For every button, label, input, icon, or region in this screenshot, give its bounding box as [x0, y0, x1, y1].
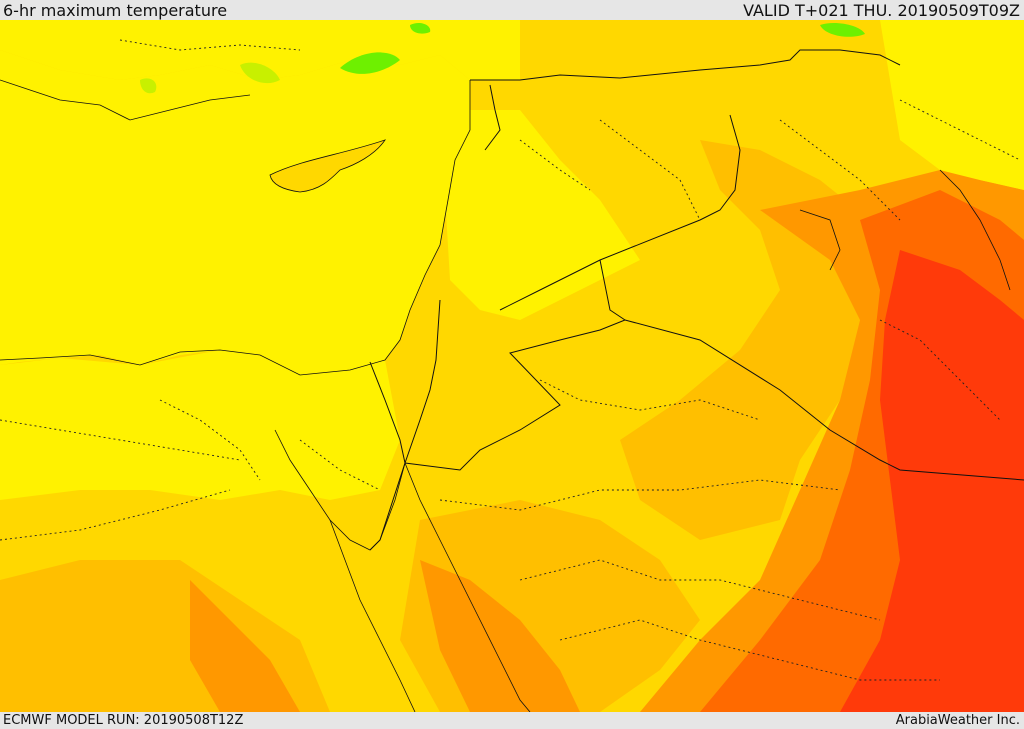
header-bar: 6-hr maximum temperature VALID T+021 THU… [0, 0, 1024, 20]
green-patch-3 [410, 22, 431, 34]
temperature-map[interactable] [0, 20, 1024, 712]
east-red [840, 250, 1024, 712]
green-patch-6 [140, 78, 157, 94]
credit-text: ArabiaWeather Inc. [895, 713, 1020, 728]
cyprus-island [269, 139, 386, 193]
mediterranean-sea [0, 50, 470, 375]
model-run: ECMWF MODEL RUN: 20190508T12Z [3, 713, 244, 728]
green-patch-2 [240, 62, 280, 84]
green-patch-4 [820, 23, 865, 37]
map-canvas [0, 20, 1024, 712]
turkey-coast [0, 20, 520, 80]
footer-bar: ECMWF MODEL RUN: 20190508T12Z ArabiaWeat… [0, 712, 1024, 729]
valid-time: VALID T+021 THU. 20190509T09Z [743, 1, 1020, 20]
northeast-yellow [880, 20, 1024, 190]
redsea-coast-orange [420, 560, 580, 712]
egypt-east-orange [190, 580, 300, 712]
country-borders [369, 49, 1024, 551]
coastlines [0, 79, 1011, 712]
levant-yellow [440, 110, 640, 320]
internal-boundaries [0, 39, 1021, 681]
green-patch-1 [340, 52, 400, 74]
map-title: 6-hr maximum temperature [3, 1, 228, 20]
egypt-yellow [0, 350, 400, 500]
